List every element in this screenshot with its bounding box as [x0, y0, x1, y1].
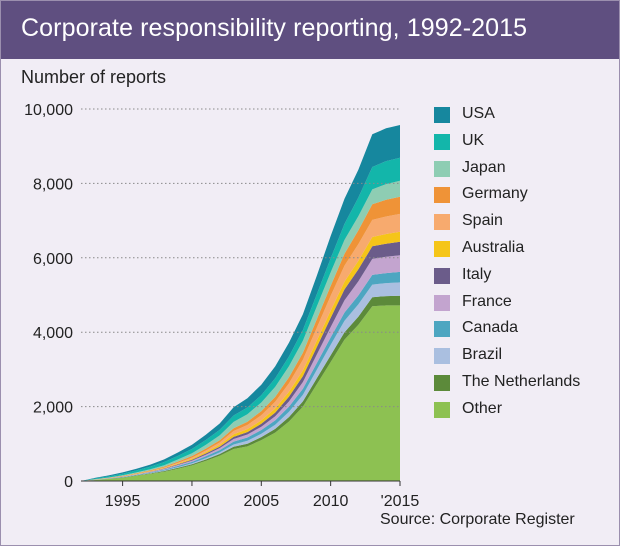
legend-label: Spain [462, 212, 503, 230]
legend-swatch [434, 214, 450, 231]
legend-label: Japan [462, 158, 506, 176]
x-tick-label: 1995 [105, 493, 141, 510]
y-tick-label: 2,000 [33, 400, 73, 417]
source-note: Source: Corporate Register [380, 511, 575, 528]
legend-label: UK [462, 131, 485, 149]
y-tick-label: 0 [64, 474, 73, 491]
legend-swatch [434, 348, 450, 365]
legend-swatch [434, 321, 450, 338]
legend-label: Other [462, 399, 503, 417]
area-brazil [81, 282, 400, 481]
legend-swatch [434, 267, 450, 284]
area-layers [81, 125, 400, 482]
area-spain [81, 213, 400, 481]
legend-label: USA [462, 105, 495, 122]
legend-label: The Netherlands [462, 373, 581, 390]
legend-swatch [434, 187, 450, 204]
y-tick-label: 8,000 [33, 176, 73, 193]
x-tick-label: '2015 [381, 493, 420, 510]
gridlines [81, 108, 400, 408]
legend-label: France [462, 292, 512, 310]
x-tick-label: 2000 [174, 493, 210, 510]
area-usa [81, 125, 400, 481]
legend-swatch [434, 133, 450, 150]
y-tick-label: 10,000 [24, 102, 73, 119]
axes: 0 2,000 4,000 6,000 8,000 10,000 1995 2000 2005 2… [24, 102, 419, 510]
y-tick-label: 4,000 [33, 325, 73, 342]
legend-label: Australia [462, 239, 525, 256]
legend-label: Canada [462, 319, 519, 337]
legend-label: Italy [462, 265, 492, 283]
legend-swatch [434, 107, 450, 123]
x-tick-label: 2005 [244, 493, 280, 510]
legend-swatch [434, 160, 450, 177]
legend-label: Germany [462, 185, 528, 203]
legend-swatch [434, 401, 450, 418]
area-japan [81, 180, 400, 482]
y-axis-label: Number of reports [21, 67, 167, 87]
x-tick-label: 2010 [313, 493, 349, 510]
area-other [81, 305, 400, 481]
legend-swatch [434, 294, 450, 311]
area-uk [81, 157, 400, 481]
area-france [81, 255, 400, 481]
y-tick-label: 6,000 [33, 251, 73, 268]
legend-swatch [434, 241, 450, 257]
chart-title: Corporate responsibility reporting, 1992… [21, 14, 528, 42]
title-bar: Corporate responsibility reporting, 1992… [1, 1, 619, 59]
area-germany [81, 196, 400, 482]
legend-label: Brazil [462, 346, 503, 364]
legend-swatch [434, 375, 450, 391]
